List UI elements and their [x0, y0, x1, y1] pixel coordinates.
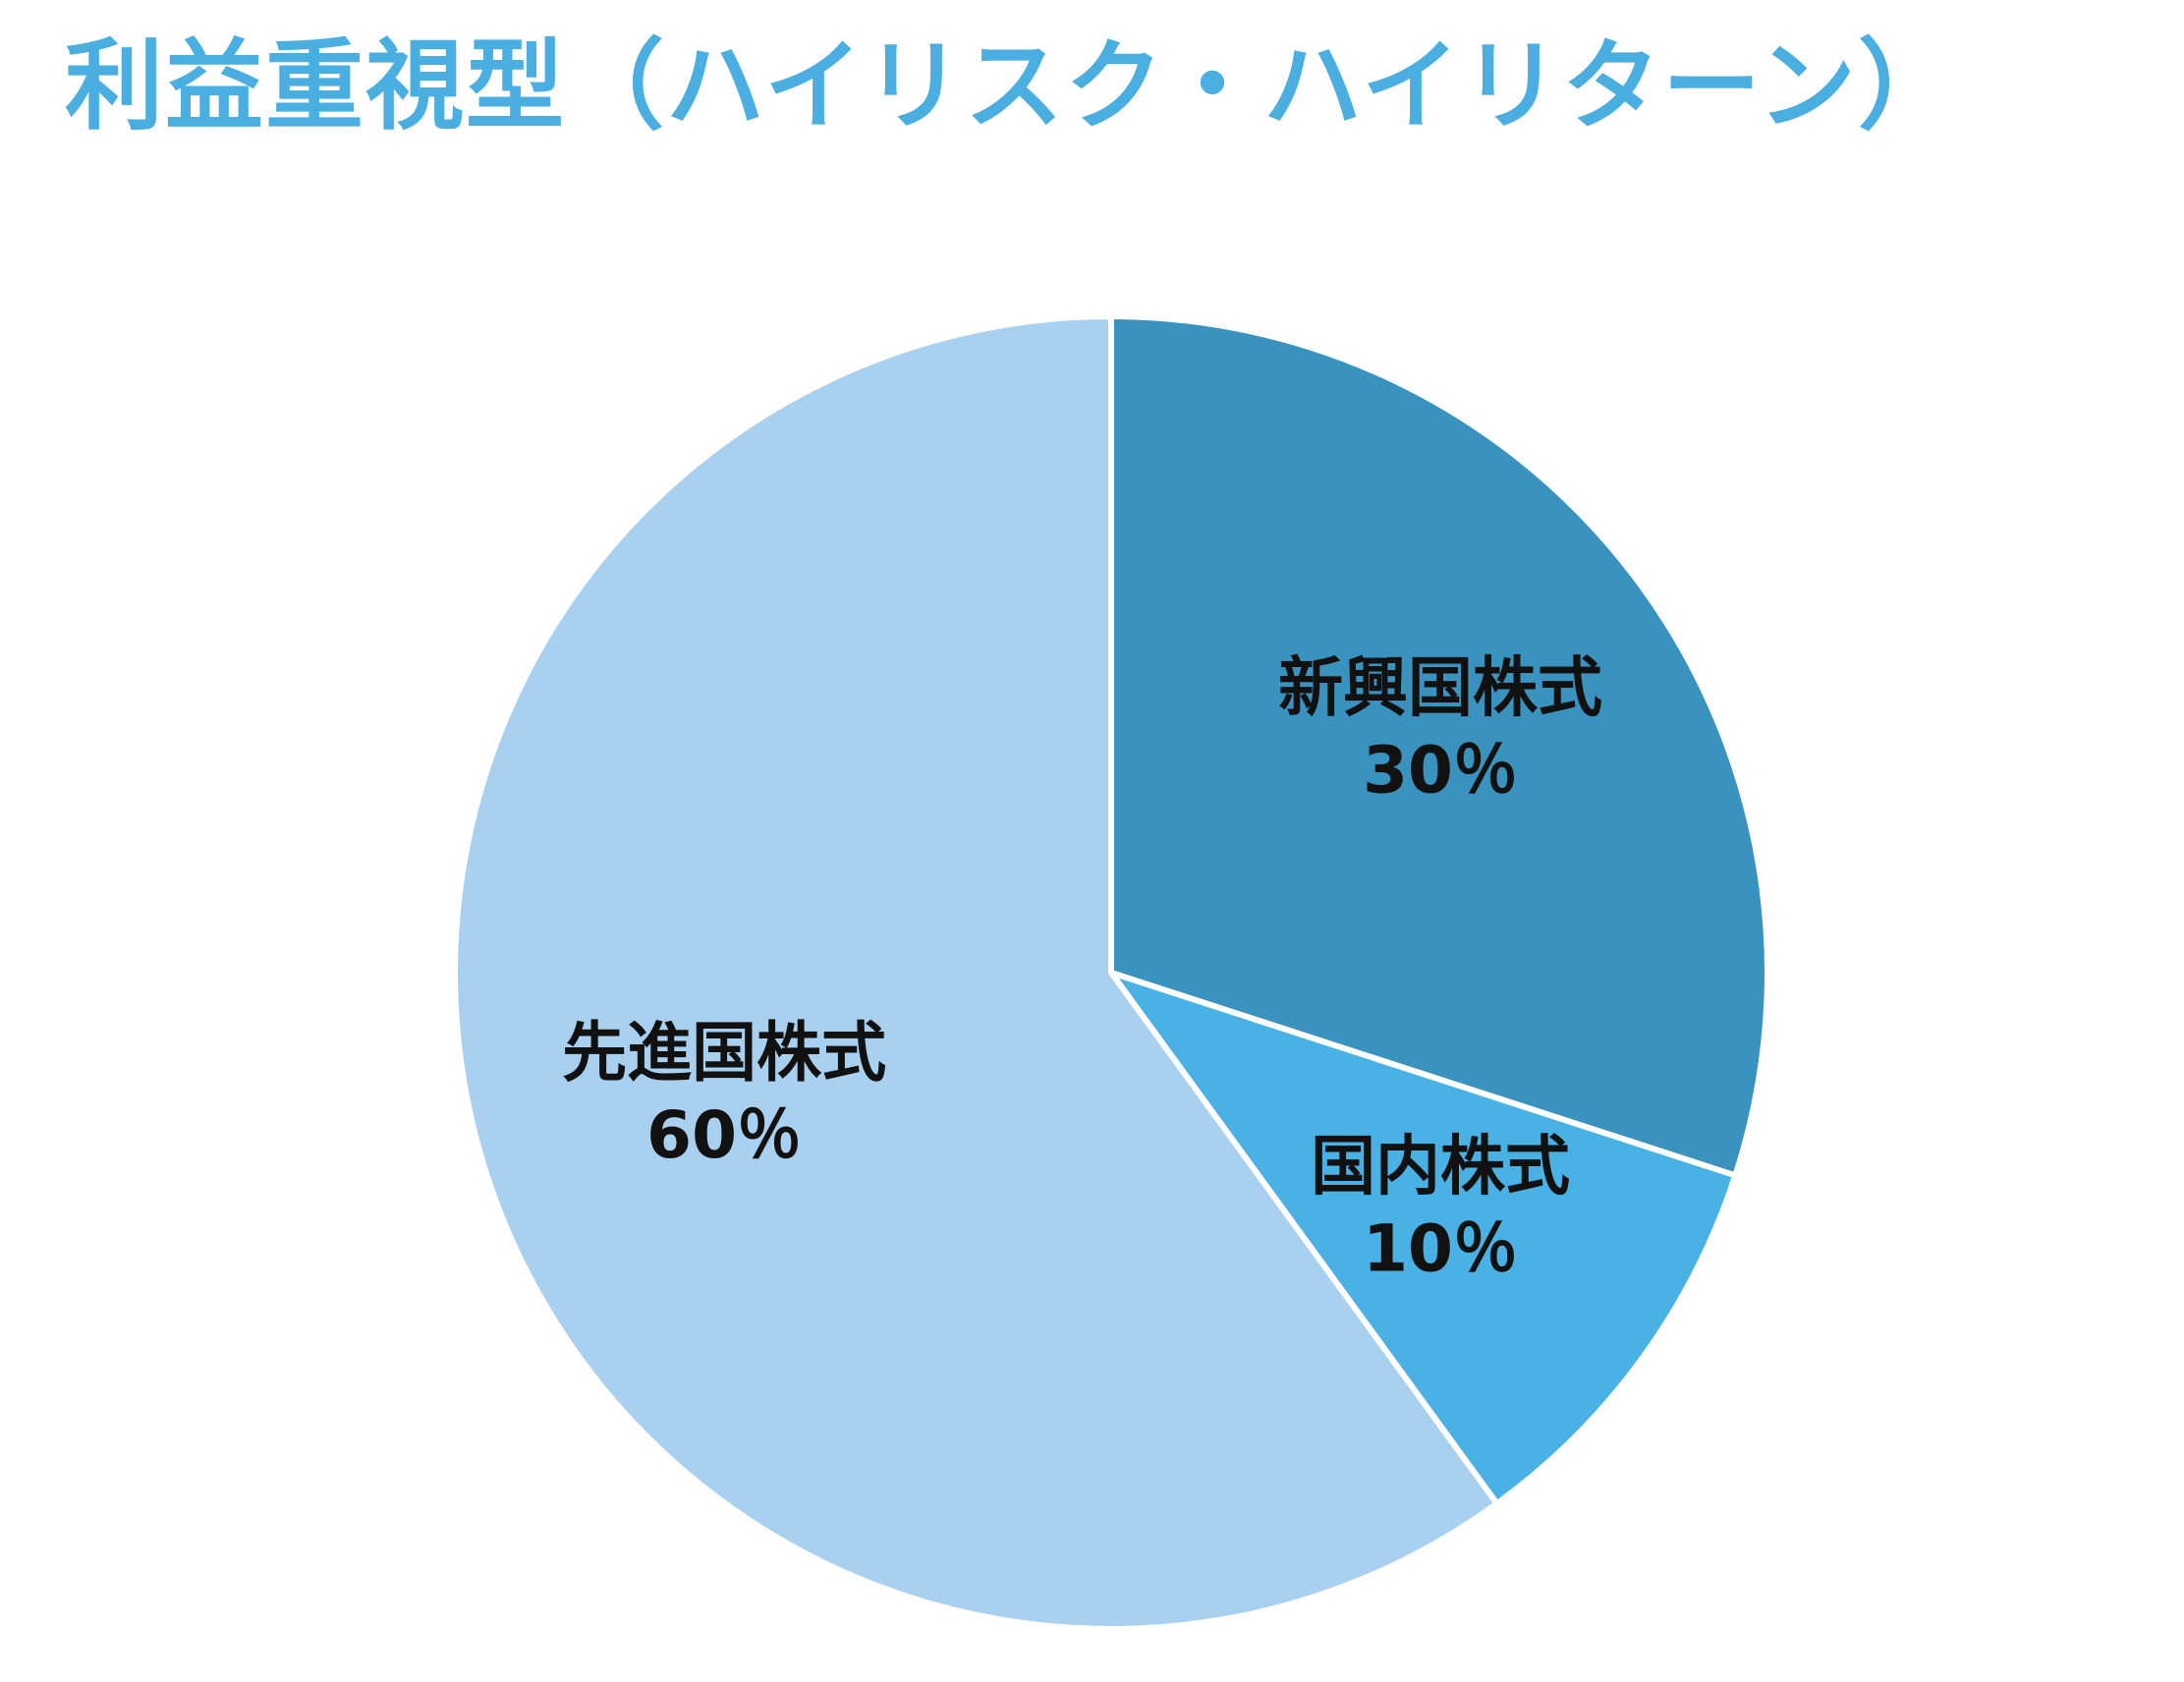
- pie-slices: [452, 313, 1770, 1632]
- chart-title: 利益重視型（ハイリスク・ハイリターン）: [65, 28, 1958, 143]
- slice-value-label: 60％: [646, 1097, 802, 1173]
- pie-slice: [1108, 970, 1739, 1507]
- slice-value-label: 30％: [1363, 733, 1518, 809]
- pie-slice: [452, 313, 1500, 1632]
- slice-category-label: 先進国株式: [562, 1015, 886, 1091]
- slice-value-label: 10％: [1363, 1210, 1518, 1286]
- slice-category-label: 国内株式: [1311, 1128, 1570, 1204]
- slice-category-label: 新興国株式: [1278, 650, 1602, 726]
- pie-slice: [1108, 313, 1770, 1179]
